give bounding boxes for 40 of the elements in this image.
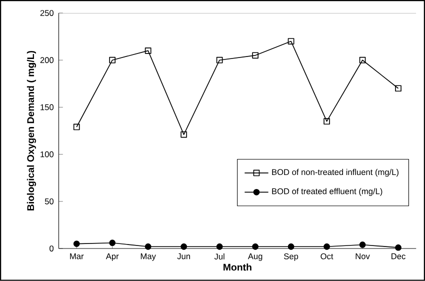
x-tick-label: Apr — [106, 253, 119, 261]
y-tick-label: 250 — [40, 10, 54, 16]
point — [109, 240, 116, 246]
point — [216, 243, 223, 250]
point — [73, 240, 80, 248]
point — [288, 243, 294, 250]
y-tick-label: 150 — [40, 104, 54, 110]
point — [395, 244, 402, 251]
y-tick-label: 200 — [40, 57, 54, 64]
x-tick-label: Mar — [70, 253, 84, 260]
point — [252, 243, 258, 250]
x-tick-label: Sep — [284, 253, 298, 261]
y-tick-label: 50 — [44, 198, 54, 204]
x-tick-label: Dec — [392, 253, 406, 260]
x-tick-label: Oct — [320, 253, 334, 260]
point — [144, 243, 152, 250]
x-tick-label: Aug — [248, 253, 262, 261]
x-tick-label: Nov — [356, 253, 370, 260]
point — [109, 56, 116, 64]
legend-label: BOD of non-treated influent (mg/L) — [272, 168, 398, 177]
point — [359, 242, 366, 248]
point — [252, 52, 258, 59]
x-tick-label: Jun — [177, 253, 190, 260]
y-axis-title: Biological Oxygen Demand ( mg/L) — [26, 51, 36, 210]
legend-label: BOD of treated effluent (mg/L) — [272, 188, 382, 196]
point — [180, 243, 188, 250]
point — [73, 124, 80, 130]
x-axis-title: Month — [224, 264, 252, 271]
point — [395, 85, 402, 92]
x-tick-label: May — [140, 253, 156, 261]
point — [288, 38, 294, 44]
point — [359, 56, 366, 64]
point — [324, 118, 330, 125]
x-tick-label: Jul — [214, 253, 224, 260]
point — [180, 131, 188, 138]
point — [324, 243, 330, 250]
point — [216, 56, 223, 64]
point — [144, 48, 152, 54]
y-tick-label: 100 — [40, 151, 54, 158]
y-tick-label: 0 — [50, 246, 54, 252]
